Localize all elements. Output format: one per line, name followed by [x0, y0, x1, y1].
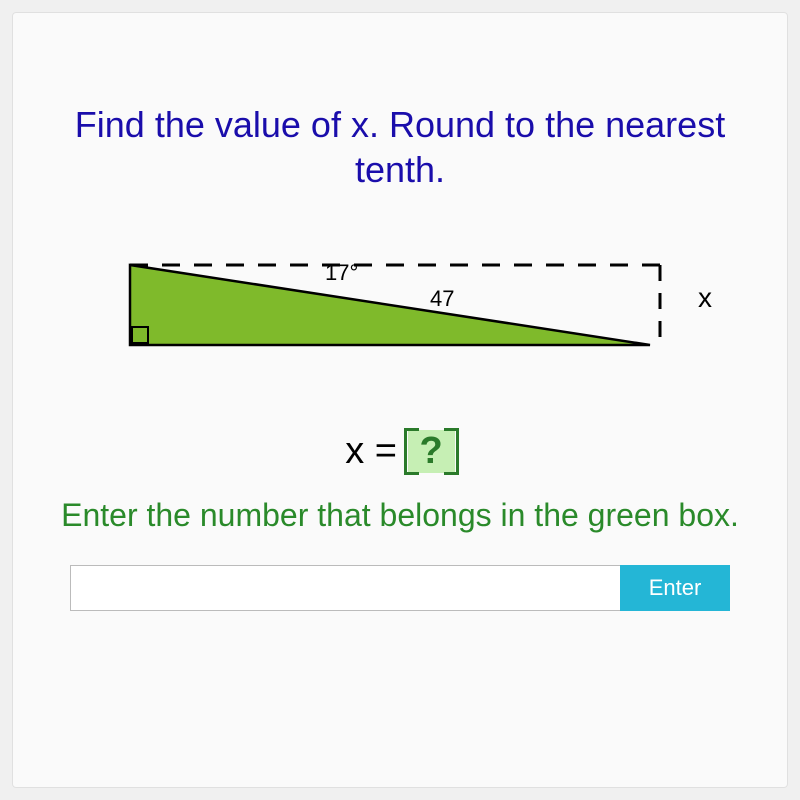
triangle-diagram: 17° 47 x [90, 240, 710, 370]
triangle-shape [130, 265, 650, 345]
answer-box: ? [408, 430, 455, 473]
answer-placeholder: ? [420, 430, 443, 472]
enter-button[interactable]: Enter [620, 565, 730, 611]
input-row: Enter [70, 565, 730, 611]
equation: x = ? [52, 430, 748, 473]
answer-input[interactable] [70, 565, 620, 611]
hypotenuse-label: 47 [430, 286, 454, 312]
x-label: x [698, 282, 712, 314]
equation-prefix: x = [345, 430, 407, 472]
hint-text: Enter the number that belongs in the gre… [52, 495, 748, 537]
exercise-card: Find the value of x. Round to the neares… [12, 12, 788, 788]
angle-label: 17° [325, 260, 358, 286]
instruction-text: Find the value of x. Round to the neares… [52, 102, 748, 192]
triangle-svg [90, 240, 710, 370]
